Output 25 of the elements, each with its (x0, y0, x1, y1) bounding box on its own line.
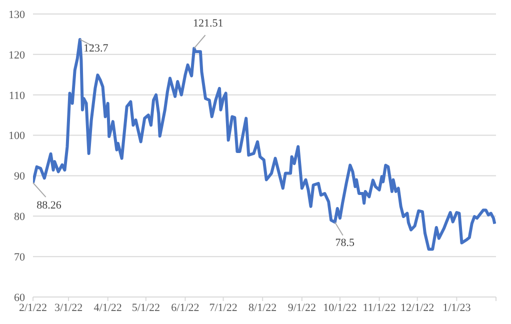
x-tick-label: 6/1/22 (171, 302, 200, 314)
x-tick-label: 8/1/22 (248, 302, 277, 314)
y-tick-label: 70 (14, 251, 26, 264)
y-tick-label: 100 (8, 130, 26, 142)
y-tick-label: 60 (14, 292, 26, 304)
x-tick-label: 2/1/22 (18, 302, 48, 314)
line-series (33, 38, 496, 251)
y-tick-label: 90 (14, 170, 26, 183)
annotation: 123.7 (84, 42, 109, 54)
y-tick-label: 110 (8, 90, 26, 102)
x-tick-label: 12/1/22 (400, 302, 434, 314)
x-tick-label: 4/1/22 (94, 302, 122, 314)
x-tick-label: 5/1/22 (132, 302, 160, 314)
x-tick-label: 10/1/22 (323, 302, 357, 314)
x-tick-label: 11/1/22 (362, 302, 396, 314)
x-tick-label: 9/1/22 (288, 302, 316, 314)
annotation: 121.51 (192, 17, 224, 30)
y-tick-label: 120 (8, 49, 26, 62)
x-tick-label: 3/1/22 (54, 302, 83, 314)
y-tick-label: 80 (14, 211, 26, 224)
annotation: 78.5 (335, 237, 356, 250)
x-tick-label: 1/1/23 (442, 302, 472, 314)
annotation: 88.26 (36, 200, 62, 212)
y-tick-label: 130 (8, 8, 26, 21)
x-tick-label: 7/1/22 (209, 302, 238, 314)
